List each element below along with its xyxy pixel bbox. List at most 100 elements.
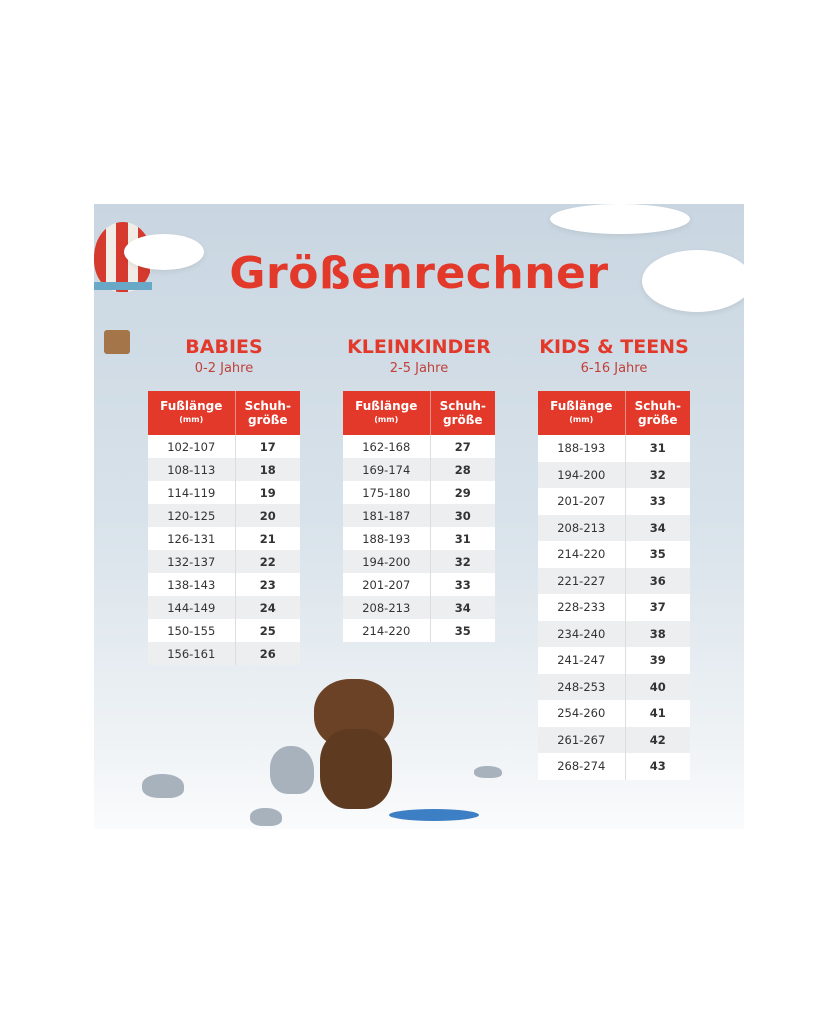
table-row: 234-240 38 bbox=[538, 620, 690, 647]
table-row: 254-260 41 bbox=[538, 700, 690, 727]
table-row: 102-107 17 bbox=[148, 435, 300, 458]
table-row: 150-155 25 bbox=[148, 619, 300, 642]
shoe-size-cell: 41 bbox=[625, 700, 690, 727]
shoe-size-cell: 34 bbox=[625, 514, 690, 541]
size-table: Fußlänge (mm) Schuh-größe 188-193 31 194-200 3… bbox=[538, 391, 690, 780]
table-row: 175-180 29 bbox=[343, 481, 495, 504]
header-foot-length: Fußlänge (mm) bbox=[343, 391, 431, 435]
foot-length-cell: 114-119 bbox=[148, 481, 236, 504]
cloud-icon bbox=[642, 250, 744, 312]
shoe-size-cell: 33 bbox=[625, 488, 690, 515]
rock-icon bbox=[142, 774, 184, 798]
foot-length-cell: 194-200 bbox=[538, 461, 626, 488]
header-shoe-size: Schuh-größe bbox=[430, 391, 495, 435]
rock-icon bbox=[270, 746, 314, 794]
shoe-size-cell: 19 bbox=[235, 481, 300, 504]
foot-length-cell: 208-213 bbox=[538, 514, 626, 541]
shoe-size-cell: 32 bbox=[430, 550, 495, 573]
shoe-size-cell: 23 bbox=[235, 573, 300, 596]
shoe-size-cell: 35 bbox=[625, 541, 690, 568]
table-row: 248-253 40 bbox=[538, 673, 690, 700]
foot-length-cell: 188-193 bbox=[343, 527, 431, 550]
page-title: Größenrechner bbox=[229, 248, 609, 299]
header-shoe-size: Schuh-größe bbox=[235, 391, 300, 435]
foot-length-cell: 126-131 bbox=[148, 527, 236, 550]
section-title: KLEINKINDER bbox=[347, 336, 491, 358]
foot-length-cell: 201-207 bbox=[538, 488, 626, 515]
table-row: 214-220 35 bbox=[538, 541, 690, 568]
foot-length-cell: 156-161 bbox=[148, 642, 236, 665]
foot-length-cell: 268-274 bbox=[538, 753, 626, 780]
shoe-size-cell: 17 bbox=[235, 435, 300, 458]
section-kleinkinder: KLEINKINDER 2-5 Jahre Fußlänge (mm) Schuh-… bbox=[343, 336, 495, 642]
table-row: 181-187 30 bbox=[343, 504, 495, 527]
table-row: 201-207 33 bbox=[343, 573, 495, 596]
table-row: 156-161 26 bbox=[148, 642, 300, 665]
size-chart-panel: Größenrechner BABIES 0-2 Jahre Fußlänge(… bbox=[94, 204, 744, 829]
table-row: 208-213 34 bbox=[538, 514, 690, 541]
shoe-size-cell: 39 bbox=[625, 647, 690, 674]
shoe-size-cell: 18 bbox=[235, 458, 300, 481]
shoe-size-cell: 31 bbox=[625, 435, 690, 462]
shoe-size-cell: 34 bbox=[430, 596, 495, 619]
header-foot-length: Fußlänge (mm) bbox=[538, 391, 626, 435]
shoe-size-cell: 42 bbox=[625, 726, 690, 753]
foot-length-cell: 108-113 bbox=[148, 458, 236, 481]
shoe-size-cell: 36 bbox=[625, 567, 690, 594]
table-row: 241-247 39 bbox=[538, 647, 690, 674]
table-row: 221-227 36 bbox=[538, 567, 690, 594]
shoe-size-cell: 32 bbox=[625, 461, 690, 488]
foot-length-cell: 120-125 bbox=[148, 504, 236, 527]
cloud-icon bbox=[550, 204, 690, 234]
shoe-size-cell: 24 bbox=[235, 596, 300, 619]
size-table: Fußlänge (mm) Schuh-größe 102-107 17 108-113 1… bbox=[148, 391, 300, 665]
header-shoe-size: Schuh-größe bbox=[625, 391, 690, 435]
section-age: 6-16 Jahre bbox=[580, 361, 648, 376]
section-title: KIDS & TEENS bbox=[539, 336, 689, 358]
header-foot-length: Fußlänge (mm) bbox=[148, 391, 236, 435]
shoe-size-cell: 31 bbox=[430, 527, 495, 550]
shoe-size-cell: 40 bbox=[625, 673, 690, 700]
table-row: 228-233 37 bbox=[538, 594, 690, 621]
foot-length-cell: 228-233 bbox=[538, 594, 626, 621]
foot-length-cell: 144-149 bbox=[148, 596, 236, 619]
table-row: 114-119 19 bbox=[148, 481, 300, 504]
shoe-size-cell: 33 bbox=[430, 573, 495, 596]
teddy-bear-fishing-icon bbox=[304, 679, 484, 821]
shoe-size-cell: 21 bbox=[235, 527, 300, 550]
table-row: 138-143 23 bbox=[148, 573, 300, 596]
foot-length-cell: 181-187 bbox=[343, 504, 431, 527]
rock-icon bbox=[474, 766, 502, 778]
table-row: 194-200 32 bbox=[343, 550, 495, 573]
shoe-size-cell: 20 bbox=[235, 504, 300, 527]
section-age: 2-5 Jahre bbox=[389, 361, 449, 376]
foot-length-cell: 102-107 bbox=[148, 435, 236, 458]
table-row: 162-168 27 bbox=[343, 435, 495, 458]
table-row: 261-267 42 bbox=[538, 726, 690, 753]
section-babies: BABIES 0-2 Jahre Fußlänge (mm) Schuh-größe… bbox=[148, 336, 300, 665]
foot-length-cell: 214-220 bbox=[538, 541, 626, 568]
table-row: 208-213 34 bbox=[343, 596, 495, 619]
foot-length-cell: 201-207 bbox=[343, 573, 431, 596]
foot-length-cell: 214-220 bbox=[343, 619, 431, 642]
shoe-size-cell: 28 bbox=[430, 458, 495, 481]
table-row: 194-200 32 bbox=[538, 461, 690, 488]
foot-length-cell: 241-247 bbox=[538, 647, 626, 674]
shoe-size-cell: 30 bbox=[430, 504, 495, 527]
section-kids-teens: KIDS & TEENS 6-16 Jahre Fußlänge (mm) Schu… bbox=[538, 336, 690, 780]
table-row: 214-220 35 bbox=[343, 619, 495, 642]
shoe-size-cell: 27 bbox=[430, 435, 495, 458]
foot-length-cell: 138-143 bbox=[148, 573, 236, 596]
shoe-size-cell: 29 bbox=[430, 481, 495, 504]
size-table: Fußlänge (mm) Schuh-größe 162-168 27 169-174 2… bbox=[343, 391, 495, 642]
cloud-icon bbox=[124, 234, 204, 270]
shoe-size-cell: 22 bbox=[235, 550, 300, 573]
table-row: 126-131 21 bbox=[148, 527, 300, 550]
foot-length-cell: 150-155 bbox=[148, 619, 236, 642]
table-row: 188-193 31 bbox=[538, 435, 690, 462]
foot-length-cell: 234-240 bbox=[538, 620, 626, 647]
table-row: 108-113 18 bbox=[148, 458, 300, 481]
table-row: 132-137 22 bbox=[148, 550, 300, 573]
shoe-size-cell: 25 bbox=[235, 619, 300, 642]
foot-length-cell: 248-253 bbox=[538, 673, 626, 700]
